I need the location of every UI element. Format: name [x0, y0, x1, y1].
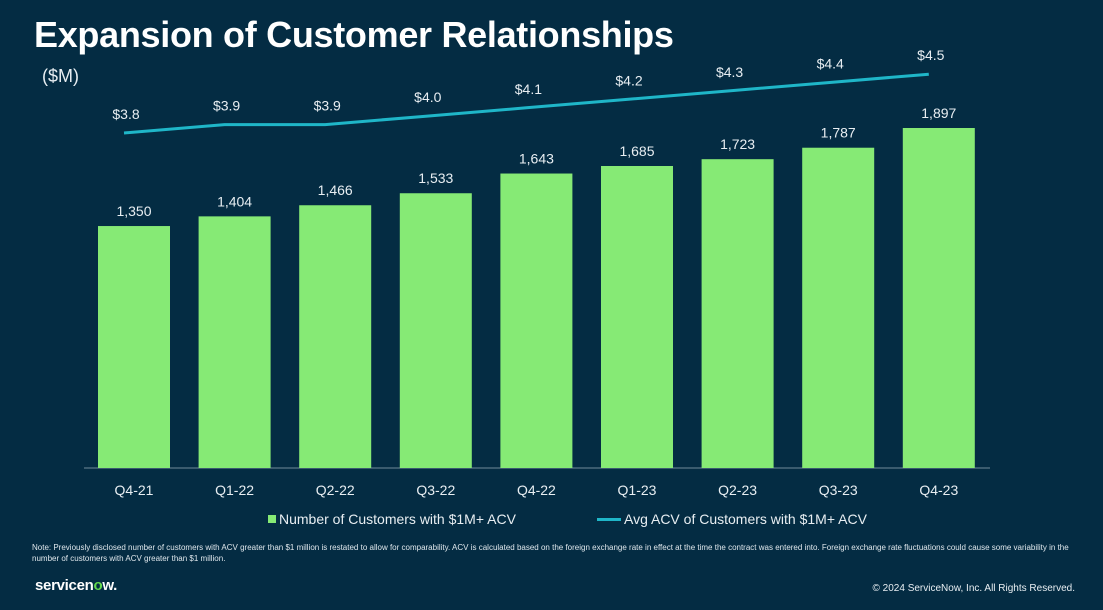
x-tick-label: Q4-22: [517, 482, 556, 498]
bar-data-label: 1,404: [217, 193, 252, 209]
bar: [198, 216, 271, 468]
bar-data-label: 1,723: [720, 136, 755, 152]
legend-item-line: Avg ACV of Customers with $1M+ ACV: [597, 511, 867, 527]
line-data-label: $3.8: [112, 106, 139, 122]
line-data-label: $4.1: [515, 81, 542, 97]
x-tick-label: Q4-23: [919, 482, 958, 498]
x-tick-label: Q3-23: [819, 482, 858, 498]
logo-text: servicen: [35, 577, 94, 594]
legend-item-bar: Number of Customers with $1M+ ACV: [268, 511, 516, 527]
line-data-label: $3.9: [314, 98, 341, 114]
bar: [902, 128, 975, 468]
bar: [299, 205, 372, 468]
bar: [802, 147, 875, 469]
legend-line-swatch: [597, 517, 621, 521]
page-title: Expansion of Customer Relationships: [34, 14, 674, 55]
chart: 1,350 Q4-21 $3.8 1,404 Q1-22 $3.9 1,466 Q2-22 $3…: [84, 47, 990, 498]
legend-bar-label: Number of Customers with $1M+ ACV: [279, 511, 516, 527]
avg-acv-line: [123, 72, 929, 135]
bar-data-label: 1,466: [318, 182, 353, 198]
logo-o: o: [93, 577, 103, 594]
x-tick-label: Q2-23: [718, 482, 757, 498]
line-data-label: $4.2: [615, 72, 642, 88]
bar: [399, 193, 472, 468]
footnote: Note: Previously disclosed number of cus…: [32, 543, 1069, 563]
bar: [98, 226, 170, 468]
bar: [601, 165, 673, 469]
bar-data-label: 1,533: [418, 170, 453, 186]
bar-data-label: 1,897: [921, 105, 956, 121]
legend-line-label: Avg ACV of Customers with $1M+ ACV: [624, 511, 867, 527]
servicenow-logo: servicenow.: [35, 577, 117, 594]
x-tick-label: Q2-22: [316, 482, 355, 498]
bar-data-label: 1,787: [821, 125, 856, 141]
bar: [500, 173, 573, 468]
line-data-label: $4.3: [716, 64, 743, 80]
unit-label: ($M): [42, 66, 79, 86]
x-tick-label: Q4-21: [115, 482, 154, 498]
bar: [701, 159, 774, 468]
x-tick-label: Q3-22: [416, 482, 455, 498]
x-tick-label: Q1-23: [618, 482, 657, 498]
line-data-label: $3.9: [213, 98, 240, 114]
bar-data-label: 1,685: [619, 143, 654, 159]
logo-text-end: w.: [102, 577, 118, 594]
legend-bar-swatch: [268, 515, 276, 523]
copyright: © 2024 ServiceNow, Inc. All Rights Reser…: [872, 583, 1075, 594]
line-data-label: $4.0: [414, 89, 441, 105]
bar-data-label: 1,643: [519, 151, 554, 167]
bar-data-label: 1,350: [116, 203, 151, 219]
line-data-label: $4.5: [917, 47, 944, 63]
x-tick-label: Q1-22: [215, 482, 254, 498]
line-data-label: $4.4: [817, 56, 844, 72]
